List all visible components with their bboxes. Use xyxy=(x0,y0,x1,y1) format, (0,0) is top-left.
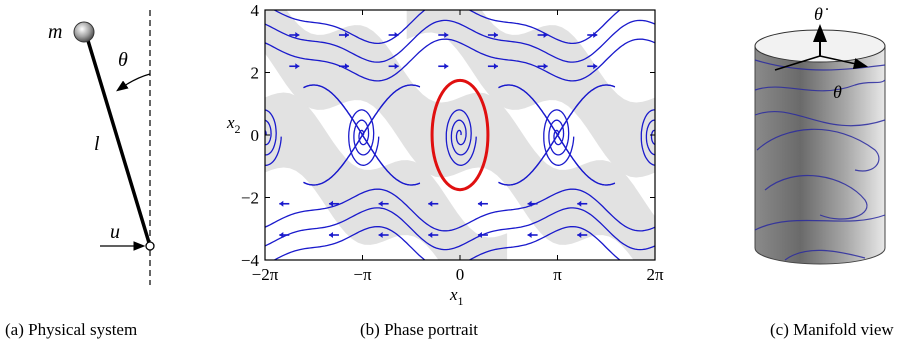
basin-band xyxy=(406,10,655,178)
caption-physical-system: (a) Physical system xyxy=(5,320,138,339)
pendulum-rod xyxy=(84,33,152,247)
flow-arrow-head xyxy=(593,63,598,70)
spiral-focus xyxy=(543,109,575,166)
flow-arrow-head xyxy=(394,63,399,70)
y-axis-label: x2 xyxy=(226,113,241,136)
flow-arrow-head xyxy=(477,232,482,238)
flow-arrow-head xyxy=(527,232,532,238)
flow-arrow-head xyxy=(279,200,284,207)
y-tick-label: 2 xyxy=(251,64,260,83)
flow-arrow-head xyxy=(577,200,582,207)
angle-arc xyxy=(116,73,151,92)
flow-arrows xyxy=(279,32,598,238)
basin-band xyxy=(265,92,508,260)
streamline xyxy=(265,19,655,63)
limit-cycle-orbit xyxy=(430,78,490,192)
x-tick-label: 2π xyxy=(646,265,664,284)
pendulum-diagram: m θ l u xyxy=(0,0,200,290)
length-label: l xyxy=(94,133,100,155)
x-axis-label: x1 xyxy=(449,285,464,308)
y-tick-label: −4 xyxy=(241,251,260,270)
mass-label: m xyxy=(48,21,62,43)
flow-arrow-head xyxy=(378,200,383,207)
streamline xyxy=(273,225,621,260)
separatrix xyxy=(303,84,421,186)
manifold-cylinder: θ̇ θ xyxy=(725,0,917,290)
basin-band xyxy=(265,10,655,260)
separatrix xyxy=(205,85,225,185)
x-tick-label: 0 xyxy=(456,265,465,284)
theta-axis xyxy=(819,55,869,70)
caption-manifold-view: (c) Manifold view xyxy=(770,320,894,339)
flow-arrow-head xyxy=(543,63,548,70)
flow-arrow-head xyxy=(444,32,449,38)
flow-arrow-head xyxy=(428,200,433,207)
streamline xyxy=(265,188,655,232)
flow-arrow-head xyxy=(295,63,300,70)
flow-arrow-head xyxy=(577,232,582,238)
flow-arrow-head xyxy=(527,200,532,207)
streamline xyxy=(273,10,621,45)
separatrices xyxy=(205,84,616,186)
flow-arrow-head xyxy=(279,232,284,238)
flow-arrow-head xyxy=(444,63,449,70)
flow-arrow-head xyxy=(378,232,383,238)
basin-bands xyxy=(265,10,655,260)
streamlines xyxy=(265,10,655,260)
streamline xyxy=(265,38,655,82)
x-tick-label: π xyxy=(553,265,562,284)
y-tick-label: −2 xyxy=(241,189,259,208)
pivot-point xyxy=(145,241,155,251)
cylinder-trajectories xyxy=(754,59,886,261)
x-tick-label: −π xyxy=(353,265,372,284)
flow-arrow-head xyxy=(328,200,333,207)
flow-arrow-head xyxy=(394,32,399,38)
plot-area xyxy=(205,10,655,260)
separatrix xyxy=(498,84,616,186)
theta-label: θ xyxy=(833,82,842,102)
theta-dot-label: θ̇ xyxy=(814,4,829,24)
flow-arrow-head xyxy=(344,32,349,38)
flow-arrow-head xyxy=(493,32,498,38)
spiral-focus xyxy=(348,109,380,166)
streamline xyxy=(265,207,655,251)
flow-arrow-head xyxy=(543,32,548,38)
separatrix xyxy=(303,84,421,186)
flow-arrow-head xyxy=(295,32,300,38)
flow-arrow-head xyxy=(593,32,598,38)
flow-arrow-head xyxy=(328,232,333,238)
pendulum-mass xyxy=(73,21,95,43)
y-tick-label: 0 xyxy=(251,126,260,145)
separatrix xyxy=(205,85,225,185)
y-tick-label: 4 xyxy=(251,1,260,20)
phase-portrait: −2π −π 0 π 2π 4 2 0 −2 −4 x2 x1 xyxy=(205,0,675,310)
input-label: u xyxy=(110,221,120,243)
angle-label: θ xyxy=(118,49,128,71)
x-tick-label: −2π xyxy=(252,265,279,284)
flow-arrow-head xyxy=(477,200,482,207)
spiral-focus xyxy=(445,109,477,166)
caption-phase-portrait: (b) Phase portrait xyxy=(360,320,479,339)
flow-arrow-head xyxy=(344,63,349,70)
separatrix xyxy=(498,84,616,186)
radial-axis xyxy=(774,55,821,71)
axis-ticks: −2π −π 0 π 2π 4 2 0 −2 −4 xyxy=(241,1,664,284)
cylinder-body xyxy=(754,45,886,265)
flow-arrow-head xyxy=(493,63,498,70)
flow-arrow-head xyxy=(428,232,433,238)
